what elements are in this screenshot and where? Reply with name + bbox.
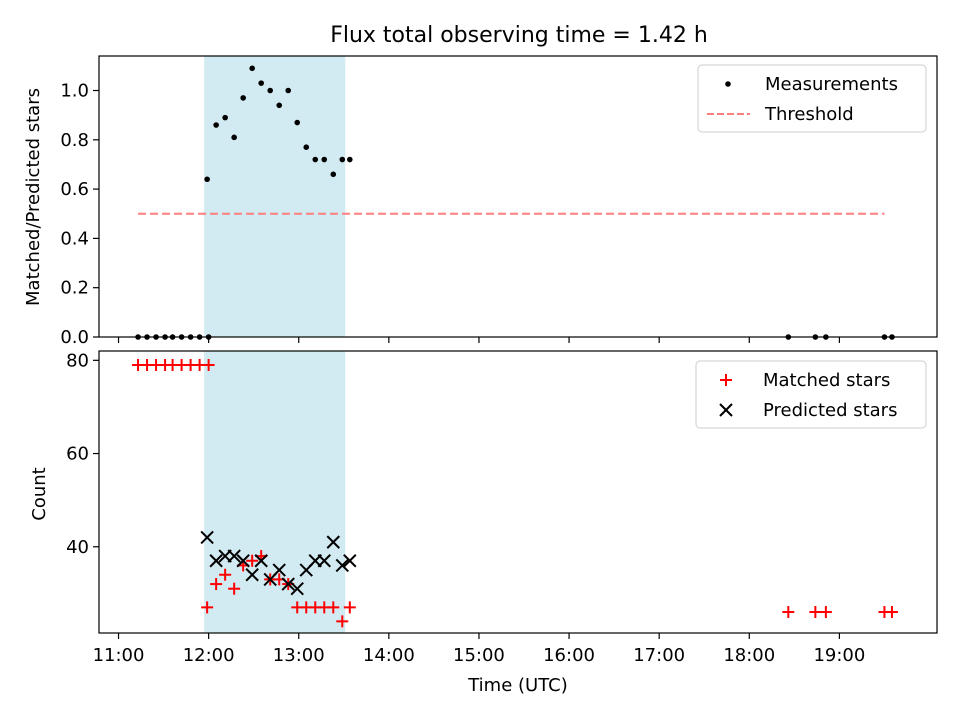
x-tick-label: 16:00 [543, 645, 595, 666]
bottom-panel: 11:00 12:00 13:00 14:00 15:00 16:00 17:00 18:00… [29, 350, 938, 696]
measurement-point [240, 95, 246, 101]
matched-star-marker [327, 601, 340, 614]
measurement-point [346, 156, 353, 163]
x-tick-label: 11:00 [93, 645, 145, 666]
measurement-point [231, 134, 237, 141]
measurement-point [213, 122, 219, 128]
y-tick-label: 0.8 [60, 130, 89, 151]
predicted-star-marker [326, 535, 340, 549]
figure-title: Flux total observing time = 1.42 h [330, 23, 708, 48]
y-tick-label: 40 [66, 537, 89, 558]
bottom-legend-box [695, 360, 927, 429]
predicted-star-marker [281, 577, 295, 591]
predicted-star-marker [227, 549, 241, 563]
bottom-y-ticks: 40 60 80 [66, 350, 99, 558]
matched-star-marker [210, 578, 223, 591]
x-tick-label: 17:00 [633, 645, 685, 666]
predicted-star-marker [245, 568, 259, 582]
measurement-point [285, 87, 292, 94]
bottom-y-axis-label: Count [29, 467, 50, 520]
legend-label-threshold: Threshold [764, 104, 854, 125]
measurement-point [339, 156, 346, 163]
measurement-point [258, 80, 264, 86]
predicted-star-marker [254, 554, 268, 568]
observing-window-span [204, 351, 346, 633]
predicted-star-marker [272, 563, 286, 577]
matched-star-marker [219, 568, 232, 581]
top-y-ticks: 0.0 0.2 0.4 0.6 0.8 1.0 [60, 81, 99, 348]
x-tick-label: 19:00 [813, 645, 865, 666]
y-tick-label: 0.0 [60, 327, 89, 348]
top-legend: Measurements Threshold [697, 64, 927, 133]
x-tick-label: 15:00 [453, 645, 505, 666]
predicted-stars-markers [200, 530, 357, 596]
matched-star-marker [202, 358, 215, 371]
measurement-point [321, 156, 328, 163]
bottom-x-ticks: 11:00 12:00 13:00 14:00 15:00 16:00 17:00 18:00… [93, 633, 865, 666]
matched-star-marker [885, 606, 898, 619]
measurements-legend-marker [725, 81, 731, 87]
matched-star-marker [201, 601, 214, 614]
top-panel: 0.0 0.2 0.4 0.6 0.8 1.0 Matched/Predicted sta… [23, 55, 938, 348]
y-tick-label: 0.6 [60, 179, 89, 200]
x-tick-label: 12:00 [183, 645, 235, 666]
observing-window-span [204, 56, 346, 337]
predicted-star-marker [290, 582, 304, 596]
bottom-axes-frame [98, 350, 938, 634]
matched-star-marker [782, 606, 795, 619]
legend-label-predicted-stars: Predicted stars [763, 400, 897, 421]
x-tick-label: 14:00 [363, 645, 415, 666]
x-tick-label: 18:00 [723, 645, 775, 666]
measurement-point [312, 156, 319, 163]
matched-star-marker [819, 606, 832, 619]
y-tick-label: 0.4 [60, 228, 89, 249]
x-tick-label: 13:00 [273, 645, 325, 666]
legend-label-matched-stars: Matched stars [763, 370, 890, 391]
top-axes-frame [98, 55, 938, 338]
bottom-highlight-span [204, 351, 346, 633]
matched-star-marker [246, 554, 259, 567]
y-tick-label: 80 [66, 350, 89, 371]
legend-label-measurements: Measurements [765, 74, 898, 95]
matched-star-marker [336, 615, 349, 628]
y-tick-label: 60 [66, 444, 89, 465]
measurement-point [204, 176, 210, 183]
predicted-star-marker [209, 554, 223, 568]
top-x-ticks [117, 337, 840, 343]
bottom-legend: Matched stars Predicted stars [695, 360, 927, 429]
measurement-point [222, 114, 228, 121]
predicted-star-marker [317, 554, 331, 568]
measurement-point [249, 65, 255, 72]
measurement-point [303, 144, 310, 151]
matched-star-marker [809, 606, 822, 619]
predicted-star-marker [343, 554, 357, 568]
predicted-star-marker [200, 530, 214, 545]
predicted-stars-legend-marker [719, 403, 733, 417]
measurement-point [267, 87, 274, 94]
top-legend-box [697, 64, 927, 133]
matched-star-marker [228, 582, 241, 595]
top-y-axis-label: Matched/Predicted stars [23, 88, 44, 306]
matched-stars-legend-marker [720, 374, 732, 386]
measurement-point [330, 171, 337, 178]
y-tick-label: 0.2 [60, 278, 89, 299]
measurement-point [276, 102, 283, 109]
predicted-star-marker [236, 554, 250, 568]
predicted-star-marker [335, 558, 349, 573]
top-highlight-span [204, 56, 346, 337]
matched-star-marker [343, 601, 356, 614]
y-tick-label: 1.0 [60, 81, 89, 102]
x-axis-label: Time (UTC) [467, 675, 568, 696]
measurement-point [294, 119, 301, 126]
